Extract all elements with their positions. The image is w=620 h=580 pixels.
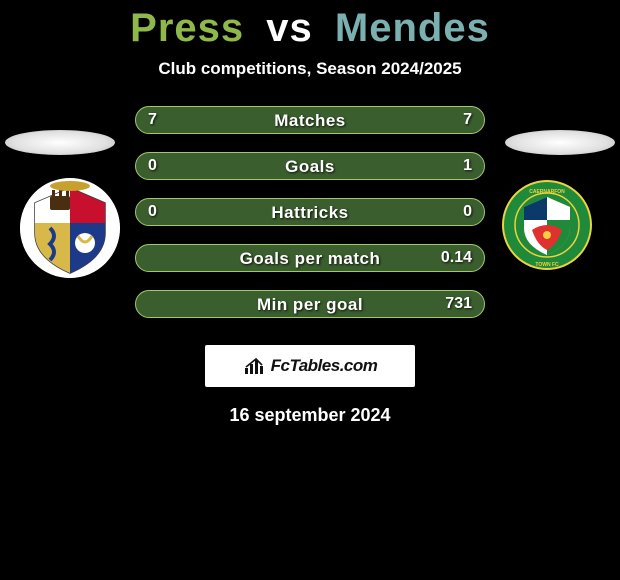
logo-text: FcTables.com [271,356,378,376]
player1-name: Press [130,6,244,50]
stat-right-value: 731 [445,295,472,313]
stat-label: Min per goal [136,295,484,315]
stat-right-value: 0 [463,203,472,221]
stat-label: Hattricks [136,203,484,223]
fctables-logo: FcTables.com [205,345,415,387]
stat-row-min-per-goal: Min per goal 731 [135,290,485,318]
stat-row-goals-per-match: Goals per match 0.14 [135,244,485,272]
stat-right-value: 0.14 [441,249,472,267]
stat-label: Goals per match [136,249,484,269]
date-text: 16 september 2024 [0,405,620,426]
page-title: Press vs Mendes [0,6,620,51]
subtitle: Club competitions, Season 2024/2025 [0,59,620,79]
vs-text: vs [266,6,313,50]
stat-row-matches: 7 Matches 7 [135,106,485,134]
stat-label: Goals [136,157,484,177]
stat-row-goals: 0 Goals 1 [135,152,485,180]
stat-right-value: 7 [463,111,472,129]
stat-label: Matches [136,111,484,131]
stat-right-value: 1 [463,157,472,175]
stat-row-hattricks: 0 Hattricks 0 [135,198,485,226]
player2-name: Mendes [335,6,490,50]
stats-block: 7 Matches 7 0 Goals 1 0 Hattricks 0 Goal… [0,97,620,327]
bar-chart-icon [243,356,267,376]
